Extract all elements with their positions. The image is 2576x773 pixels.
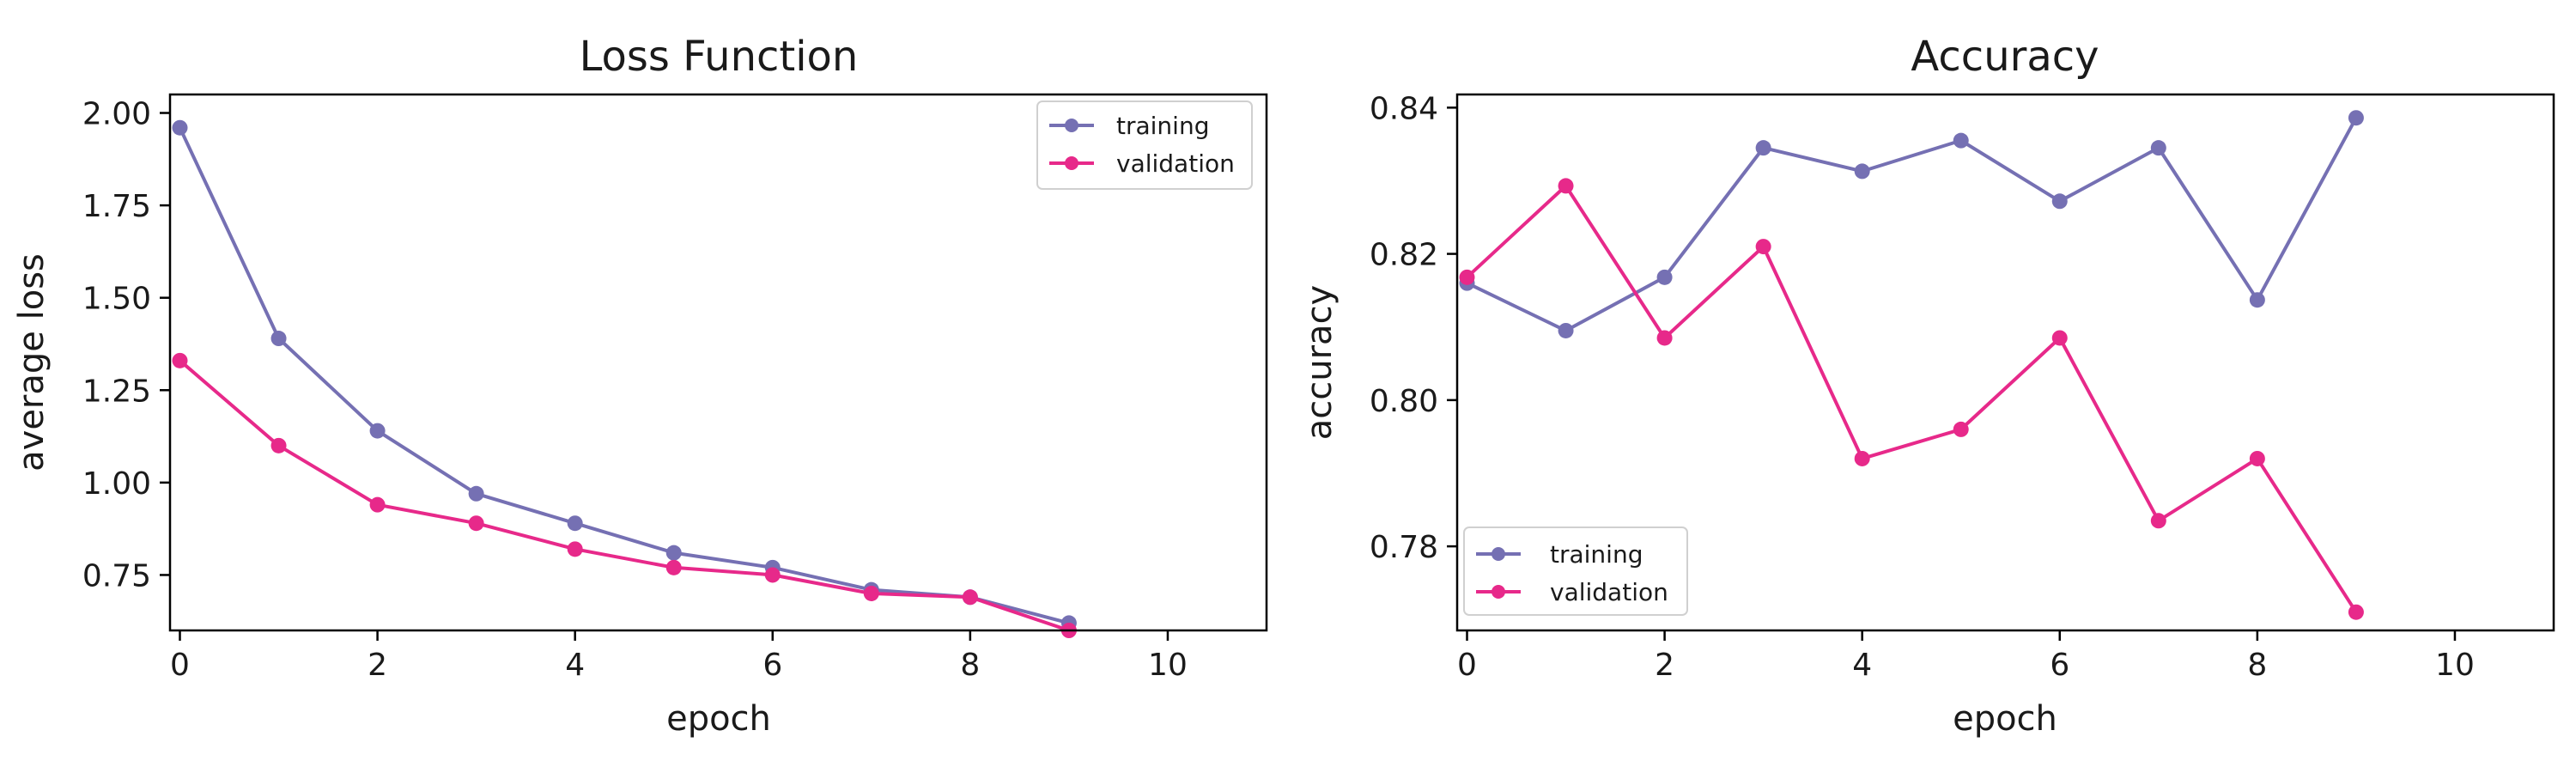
data-point-validation — [567, 541, 583, 557]
series-line-training — [178, 126, 1070, 625]
legend: training validation — [1463, 526, 1688, 616]
y-axis-label: accuracy — [1300, 285, 1340, 440]
legend-label-validation: validation — [1550, 578, 1668, 606]
data-point-validation — [1558, 178, 1574, 194]
data-point-training — [1854, 163, 1870, 180]
x-ticks: 0 2 4 6 8 10 — [1457, 630, 2475, 683]
data-point-validation — [764, 567, 781, 583]
x-tick-label: 6 — [2050, 648, 2069, 683]
plot-area — [1459, 110, 2364, 620]
data-point-training — [2051, 193, 2068, 210]
x-tick-label: 4 — [1852, 648, 1872, 683]
plot-area — [172, 119, 1077, 638]
x-tick-label: 2 — [1655, 648, 1674, 683]
x-tick-label: 10 — [1148, 648, 1188, 683]
data-point-training — [1656, 269, 1673, 285]
data-point-training — [2249, 292, 2265, 308]
data-point-validation — [2249, 450, 2265, 466]
data-point-validation — [1755, 239, 1771, 255]
data-point-training — [2150, 140, 2166, 156]
series-line-training — [1466, 117, 2358, 332]
data-point-training — [1953, 132, 1969, 149]
x-tick-label: 8 — [2247, 648, 2267, 683]
x-tick-label: 0 — [1457, 648, 1477, 683]
accuracy-chart: Accuracy epoch accuracy 0 2 4 6 8 10 0.78 0.80… — [1300, 33, 2555, 739]
data-point-validation — [1459, 269, 1475, 285]
y-tick-label: 0.82 — [1370, 238, 1438, 273]
y-tick-label: 0.78 — [1370, 530, 1438, 565]
x-tick-label: 4 — [565, 648, 585, 683]
x-ticks: 0 2 4 6 8 10 — [170, 630, 1188, 683]
data-point-validation — [270, 437, 287, 453]
chart-title: Loss Function — [580, 33, 859, 81]
data-point-validation — [369, 496, 386, 513]
data-point-validation — [863, 585, 879, 601]
data-point-validation — [665, 559, 682, 575]
legend-marker-validation — [1065, 156, 1078, 170]
series-line-validation — [179, 359, 1070, 632]
loss-chart: Loss Function epoch average loss 0 2 4 6 8 10… — [12, 33, 1268, 739]
legend-box — [1036, 100, 1253, 190]
data-point-training — [1558, 322, 1574, 338]
series-line-validation — [1466, 184, 2358, 613]
y-tick-label: 1.25 — [82, 374, 151, 409]
y-tick-label: 0.80 — [1370, 384, 1438, 419]
legend-marker-validation — [1492, 585, 1505, 599]
chart-title: Accuracy — [1911, 33, 2099, 81]
data-point-training — [369, 423, 386, 439]
legend-label-training: training — [1550, 540, 1643, 569]
y-tick-label: 0.75 — [82, 558, 151, 593]
y-tick-label: 2.00 — [82, 97, 151, 132]
x-tick-label: 6 — [762, 648, 782, 683]
data-point-training — [2348, 110, 2364, 126]
x-axis-label: epoch — [666, 699, 771, 739]
axes-frame — [168, 93, 1268, 632]
y-axis-label: average loss — [12, 253, 52, 472]
y-tick-label: 1.00 — [82, 466, 151, 502]
data-point-training — [567, 515, 583, 532]
y-tick-label: 0.84 — [1370, 91, 1438, 126]
data-point-validation — [2051, 330, 2068, 346]
data-point-validation — [1953, 421, 1969, 437]
data-point-training — [665, 545, 682, 561]
legend-marker-training — [1065, 119, 1078, 132]
data-point-training — [270, 331, 287, 347]
legend-label-validation: validation — [1116, 149, 1235, 178]
data-point-validation — [1854, 450, 1870, 466]
x-axis-label: epoch — [1953, 699, 2057, 739]
y-tick-label: 1.75 — [82, 189, 151, 224]
axes-frame — [1455, 93, 2555, 632]
y-ticks: 0.75 1.00 1.25 1.50 1.75 2.00 — [82, 97, 170, 593]
y-tick-label: 1.50 — [82, 282, 151, 317]
data-point-validation — [172, 352, 188, 368]
legend-marker-training — [1492, 547, 1505, 561]
x-tick-label: 2 — [368, 648, 387, 683]
data-point-validation — [962, 589, 978, 606]
x-tick-label: 0 — [170, 648, 190, 683]
x-tick-label: 8 — [960, 648, 980, 683]
data-point-validation — [468, 515, 484, 532]
data-point-training — [468, 485, 484, 502]
legend-label-training: training — [1116, 112, 1209, 140]
data-point-training — [172, 119, 188, 136]
data-point-validation — [2150, 513, 2166, 529]
data-point-training — [1755, 140, 1771, 156]
x-tick-label: 10 — [2435, 648, 2475, 683]
data-point-validation — [2348, 604, 2364, 620]
y-ticks: 0.78 0.80 0.82 0.84 — [1370, 91, 1457, 565]
legend: training validation — [1036, 100, 1253, 190]
data-point-validation — [1656, 330, 1673, 346]
